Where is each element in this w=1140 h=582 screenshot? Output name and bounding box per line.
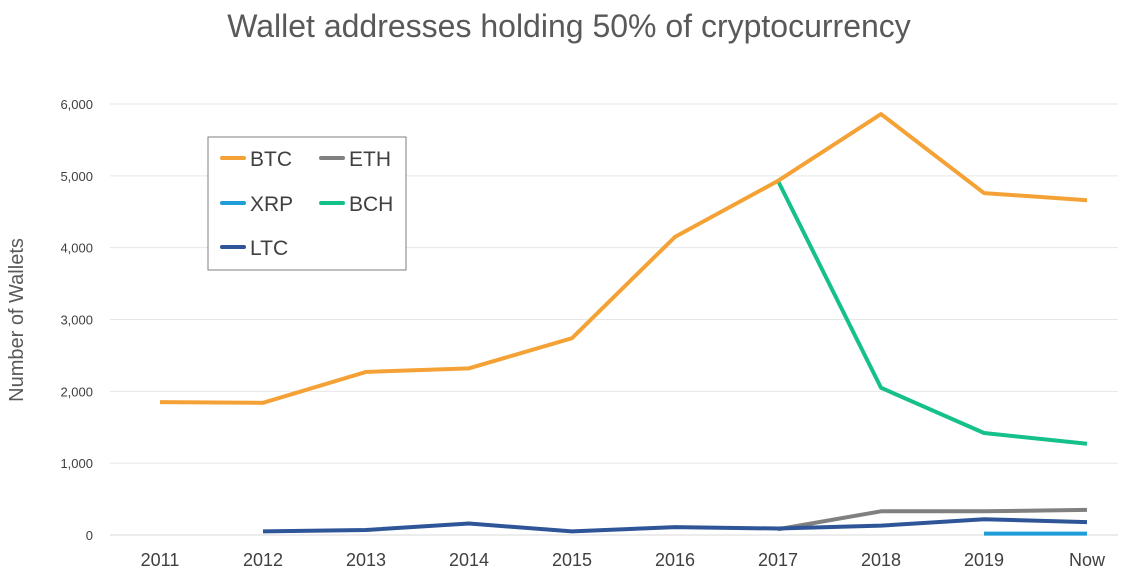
series-line-ltc bbox=[262, 517, 1088, 534]
x-tick-label: 2012 bbox=[243, 550, 283, 570]
legend-label-ltc: LTC bbox=[250, 237, 288, 260]
legend-label-btc: BTC bbox=[250, 148, 292, 171]
x-tick-label: 2013 bbox=[346, 550, 386, 570]
x-tick-label: 2014 bbox=[449, 550, 489, 570]
y-axis-ticks: 0 1,000 2,000 3,000 4,000 5,000 6,000 bbox=[60, 97, 93, 543]
chart-title: Wallet addresses holding 50% of cryptocu… bbox=[227, 8, 911, 44]
series-line-eth bbox=[777, 507, 1088, 532]
y-tick-label: 5,000 bbox=[60, 169, 93, 184]
y-tick-label: 1,000 bbox=[60, 456, 93, 471]
legend-label-xrp: XRP bbox=[250, 193, 293, 216]
y-tick-label: 4,000 bbox=[60, 241, 93, 256]
y-tick-label: 2,000 bbox=[60, 384, 93, 399]
series-lines bbox=[159, 112, 1088, 536]
series-line-btc bbox=[159, 112, 1088, 405]
x-tick-label: 2016 bbox=[655, 550, 695, 570]
x-tick-label: 2011 bbox=[141, 550, 180, 570]
y-axis-label: Number of Wallets bbox=[6, 238, 28, 402]
x-tick-label: 2019 bbox=[964, 550, 1004, 570]
legend: BTC ETH XRP BCH LTC bbox=[207, 136, 407, 271]
x-axis-ticks: 2011 2012 2013 2014 2015 2016 2017 2018 2019 Now bbox=[141, 550, 1106, 570]
y-tick-label: 3,000 bbox=[60, 313, 93, 328]
legend-label-bch: BCH bbox=[349, 193, 393, 216]
series-line-bch bbox=[776, 179, 1088, 446]
y-tick-label: 6,000 bbox=[60, 97, 93, 112]
legend-label-eth: ETH bbox=[349, 148, 391, 171]
x-tick-label: 2017 bbox=[758, 550, 798, 570]
x-tick-label: 2015 bbox=[552, 550, 592, 570]
y-tick-label: 0 bbox=[86, 528, 93, 543]
x-tick-label: 2018 bbox=[861, 550, 901, 570]
x-tick-label: Now bbox=[1069, 550, 1106, 570]
